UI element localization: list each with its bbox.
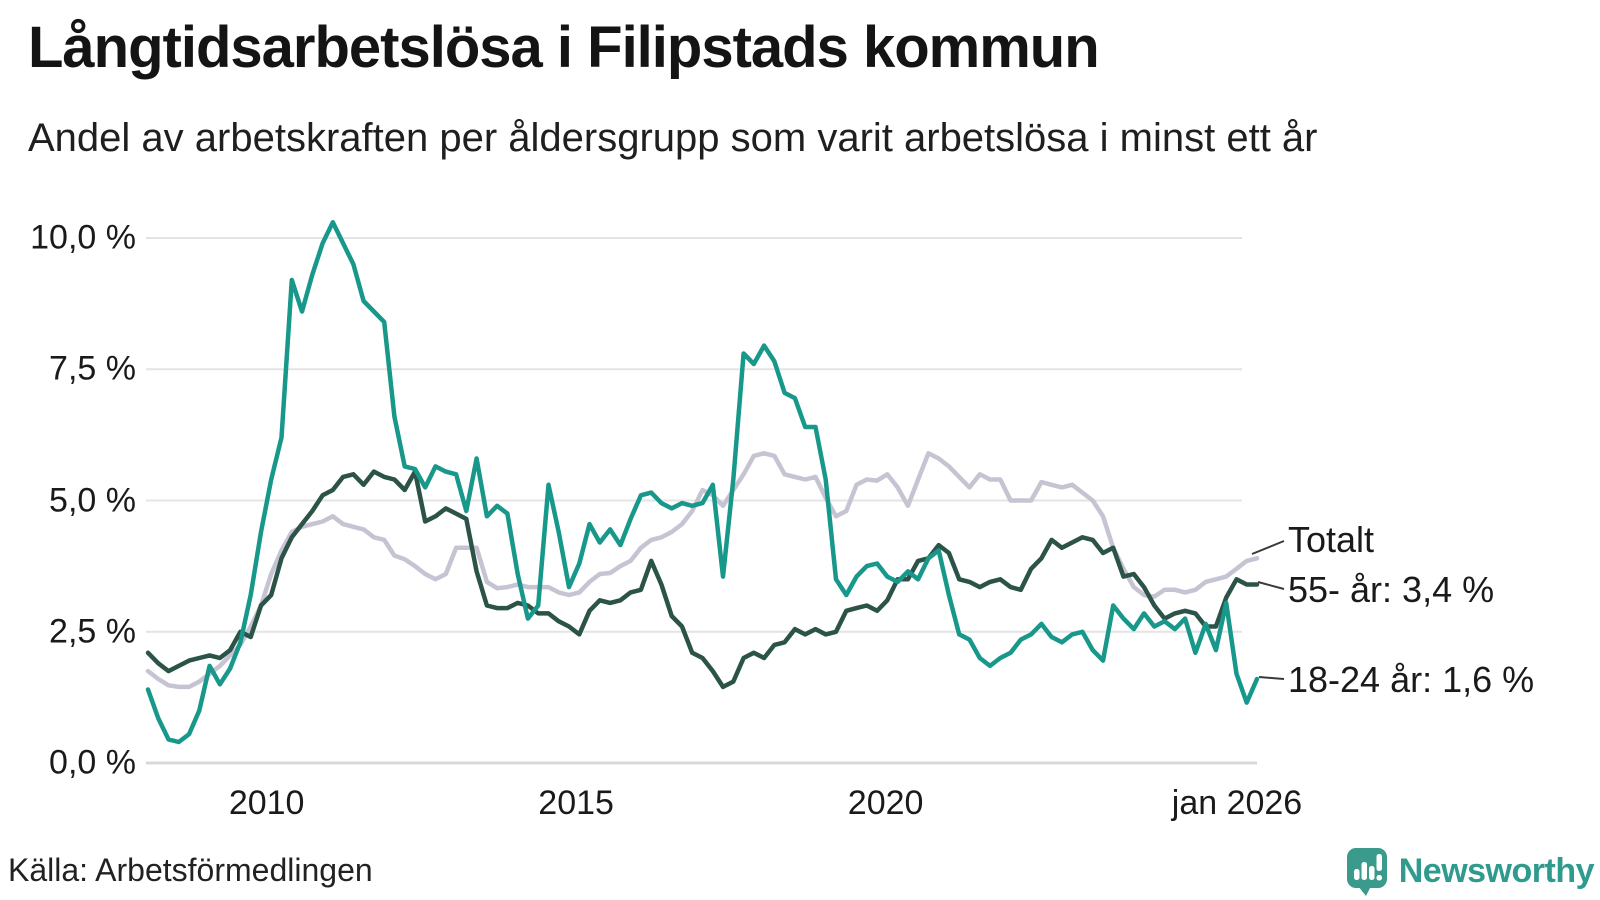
x-axis-tick-label: 2020 — [847, 784, 924, 822]
y-axis-tick-label: 2,5 % — [49, 612, 136, 651]
annotation-connector — [1258, 676, 1285, 680]
brand-lockup: Newsworthy — [1345, 846, 1595, 896]
series-end-label: Totalt — [1288, 519, 1375, 560]
chart-subtitle: Andel av arbetskraften per åldersgrupp s… — [28, 116, 1318, 160]
newsworthy-logo-icon — [1346, 848, 1387, 896]
series-line-totalt — [145, 451, 1260, 690]
annotation-connector — [1257, 581, 1285, 590]
y-axis-tick-label: 7,5 % — [49, 349, 136, 388]
source-note: Källa: Arbetsförmedlingen — [8, 852, 373, 888]
x-axis-tick-label: 2010 — [228, 784, 305, 822]
series-line-55-r — [145, 469, 1260, 690]
y-axis-tick-label: 0,0 % — [49, 743, 136, 782]
y-axis-tick-label: 10,0 % — [30, 218, 136, 257]
x-axis-tick-label: 2015 — [538, 784, 614, 822]
annotation-connector — [1251, 540, 1285, 555]
series-end-label: 55- år: 3,4 % — [1288, 569, 1495, 610]
page-title: Långtidsarbetslösa i Filipstads kommun — [28, 15, 1100, 80]
y-axis-tick-label: 5,0 % — [49, 481, 136, 519]
series-end-label: 18-24 år: 1,6 % — [1288, 659, 1535, 700]
series-line-18-24-r — [145, 220, 1260, 745]
brand-name: Newsworthy — [1398, 851, 1595, 890]
x-axis-tick-label: jan 2026 — [1171, 784, 1303, 822]
